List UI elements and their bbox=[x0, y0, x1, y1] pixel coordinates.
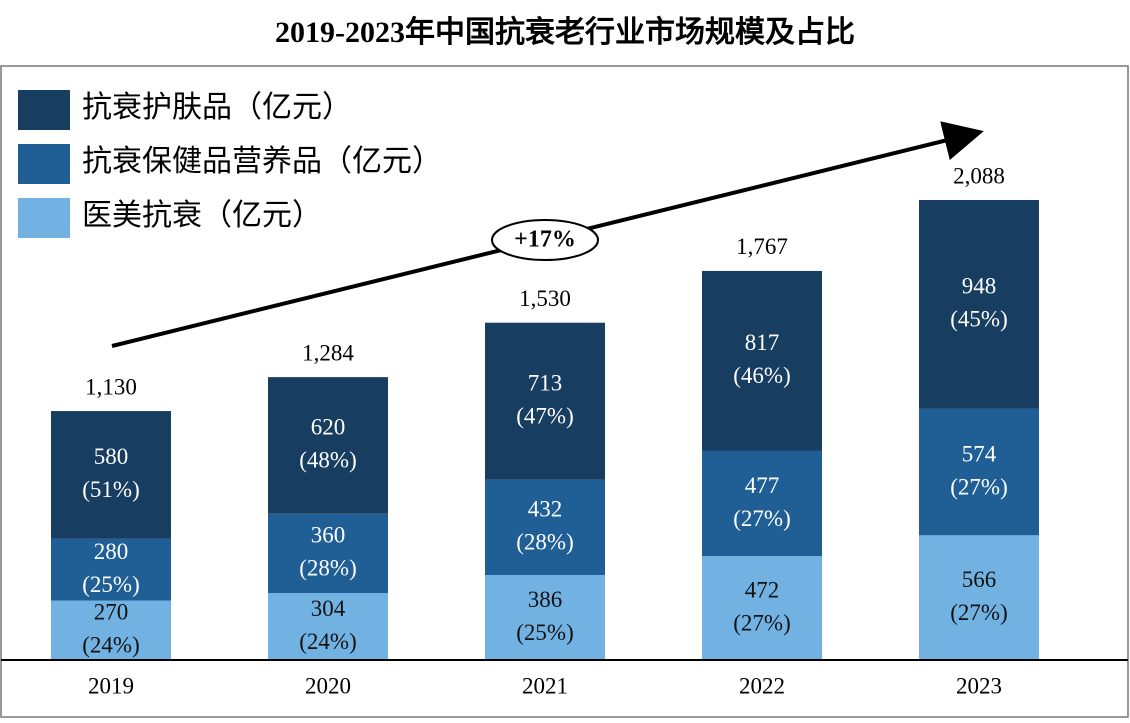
x-tick-label: 2021 bbox=[522, 673, 568, 698]
annotation: +17% bbox=[514, 227, 576, 253]
share-label: (25%) bbox=[516, 620, 573, 645]
total-label: 1,130 bbox=[85, 374, 137, 399]
chart-title: 2019-2023年中国抗衰老行业市场规模及占比 bbox=[275, 15, 855, 49]
share-label: (28%) bbox=[299, 556, 356, 581]
legend-label: 医美抗衰（亿元） bbox=[82, 199, 322, 232]
bar-segment bbox=[702, 270, 822, 451]
value-label: 386 bbox=[528, 587, 563, 612]
legend-swatch bbox=[18, 144, 70, 184]
bar-segment bbox=[268, 377, 388, 514]
bar-segment bbox=[51, 538, 171, 601]
bar-segment bbox=[702, 450, 822, 557]
bar-segment bbox=[51, 600, 171, 660]
value-label: 574 bbox=[962, 441, 997, 466]
frame bbox=[0, 65, 1129, 718]
legend-swatch bbox=[18, 90, 70, 130]
share-label: (24%) bbox=[299, 629, 356, 654]
total-label: 2,088 bbox=[953, 163, 1005, 188]
value-label: 948 bbox=[962, 274, 997, 299]
value-label: 477 bbox=[745, 473, 780, 498]
bar-segment bbox=[268, 513, 388, 594]
share-label: (24%) bbox=[82, 633, 139, 658]
value-label: 270 bbox=[94, 600, 129, 625]
total-label: 1,530 bbox=[519, 286, 571, 311]
share-label: (27%) bbox=[950, 474, 1007, 499]
bar-segment bbox=[268, 593, 388, 660]
total-label: 1,767 bbox=[736, 234, 788, 259]
x-tick-label: 2023 bbox=[956, 673, 1002, 698]
bar-segment bbox=[485, 479, 605, 575]
share-label: (47%) bbox=[516, 404, 573, 429]
value-label: 304 bbox=[311, 596, 346, 621]
share-label: (45%) bbox=[950, 307, 1007, 332]
share-label: (28%) bbox=[516, 530, 573, 555]
value-label: 432 bbox=[528, 497, 563, 522]
share-label: (27%) bbox=[950, 600, 1007, 625]
bar-segment bbox=[919, 200, 1039, 409]
share-label: (25%) bbox=[82, 572, 139, 597]
value-label: 817 bbox=[745, 330, 780, 355]
legend-label: 抗衰护肤品（亿元） bbox=[82, 91, 352, 124]
value-label: 472 bbox=[745, 577, 780, 602]
x-tick-label: 2019 bbox=[88, 673, 134, 698]
value-label: 620 bbox=[311, 415, 346, 440]
legend-label: 抗衰保健品营养品（亿元） bbox=[82, 145, 442, 178]
x-tick-label: 2020 bbox=[305, 673, 351, 698]
bar-segment bbox=[51, 411, 171, 539]
bar-segment bbox=[485, 322, 605, 480]
x-tick-label: 2022 bbox=[739, 673, 785, 698]
value-label: 566 bbox=[962, 567, 997, 592]
value-label: 360 bbox=[311, 523, 346, 548]
value-label: 580 bbox=[94, 444, 129, 469]
value-label: 713 bbox=[528, 371, 563, 396]
legend-swatch bbox=[18, 198, 70, 238]
share-label: (46%) bbox=[733, 363, 790, 388]
bar-segment bbox=[919, 535, 1039, 660]
share-label: (51%) bbox=[82, 477, 139, 502]
annotation-bubble bbox=[491, 219, 599, 261]
bar-segment bbox=[702, 556, 822, 660]
value-label: 280 bbox=[94, 539, 129, 564]
share-label: (27%) bbox=[733, 506, 790, 531]
bar-segment bbox=[485, 574, 605, 660]
total-label: 1,284 bbox=[302, 340, 354, 365]
share-label: (27%) bbox=[733, 610, 790, 635]
share-label: (48%) bbox=[299, 448, 356, 473]
bar-segment bbox=[919, 408, 1039, 536]
